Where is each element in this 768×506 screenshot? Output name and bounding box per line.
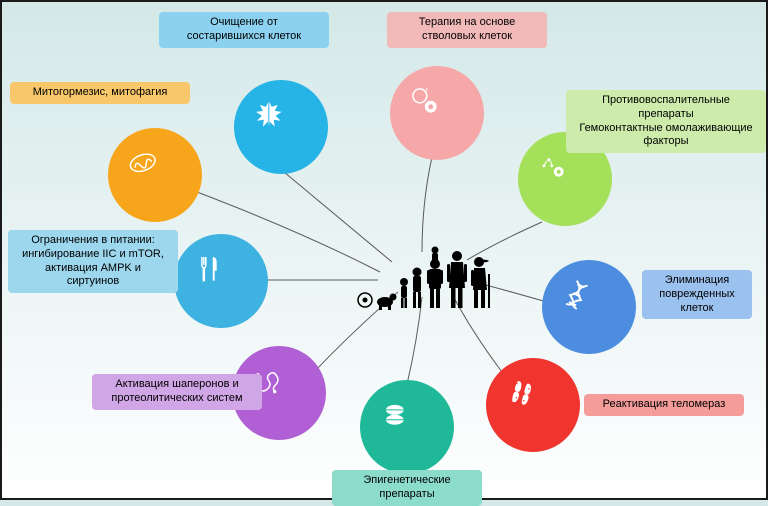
node-telomerase bbox=[486, 358, 580, 452]
chromosome-icon bbox=[505, 377, 561, 433]
node-nutrition bbox=[174, 234, 268, 328]
node-damaged bbox=[542, 260, 636, 354]
node-senescent bbox=[234, 80, 328, 174]
label-epigenetic: Эпигенетические препараты bbox=[332, 470, 482, 506]
mitochondria-icon bbox=[127, 147, 183, 203]
label-damaged: Элиминация поврежденных клеток bbox=[642, 270, 752, 319]
node-mitohormesis bbox=[108, 128, 202, 222]
node-stemcell bbox=[390, 66, 484, 160]
dna-icon bbox=[561, 279, 617, 335]
stem-cell-icon bbox=[409, 85, 465, 141]
label-senescent: Очищение от состарившихся клеток bbox=[159, 12, 329, 48]
pills-icon bbox=[379, 399, 435, 455]
cutlery-icon bbox=[193, 253, 249, 309]
molecule-icon bbox=[537, 151, 593, 207]
label-antiinflam: Противовоспалительные препараты Гемоконт… bbox=[566, 90, 766, 153]
label-chaperones: Активация шаперонов и протеолитических с… bbox=[92, 374, 262, 410]
label-telomerase: Реактивация теломераз bbox=[584, 394, 744, 416]
label-nutrition: Ограничения в питании: ингибирование IIС… bbox=[8, 230, 178, 293]
leaf-icon bbox=[253, 99, 309, 155]
node-epigenetic bbox=[360, 380, 454, 474]
connector-stemcell bbox=[422, 157, 432, 252]
label-mitohormesis: Митогормезис, митофагия bbox=[10, 82, 190, 104]
label-stemcell: Терапия на основе стволовых клеток bbox=[387, 12, 547, 48]
life-stages-center bbox=[357, 242, 507, 312]
